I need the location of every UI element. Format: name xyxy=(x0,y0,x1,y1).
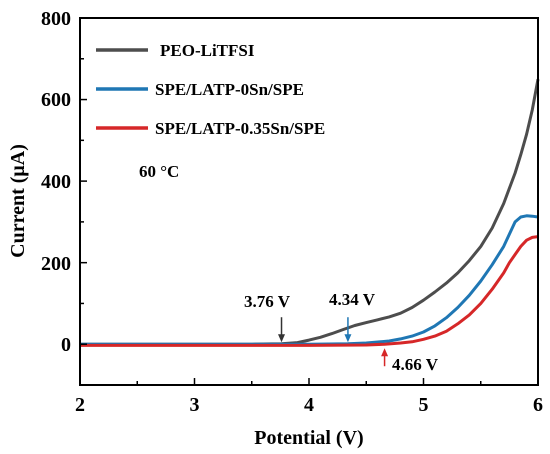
x-tick-label: 6 xyxy=(533,394,543,416)
potential-markers xyxy=(278,317,389,367)
legend-label-peo-litfsi: PEO-LiTFSI xyxy=(160,41,255,60)
plot-frame xyxy=(79,17,539,386)
series-line-0 xyxy=(80,78,540,346)
y-tick-label: 600 xyxy=(41,89,71,111)
series-line-1 xyxy=(80,214,539,346)
y-tick-label: 0 xyxy=(61,334,71,356)
legend-label-latp-035sn: SPE/LATP-0.35Sn/SPE xyxy=(155,119,325,138)
legend-label-latp-0sn: SPE/LATP-0Sn/SPE xyxy=(155,80,304,99)
y-tick-label: 200 xyxy=(41,253,71,275)
x-axis-title: Potential (V) xyxy=(254,427,363,449)
marker-label-3-76: 3.76 V xyxy=(244,292,291,311)
legend: PEO-LiTFSI SPE/LATP-0Sn/SPE SPE/LATP-0.3… xyxy=(96,41,325,138)
y-tick-label: 800 xyxy=(41,8,71,30)
x-tick-label: 3 xyxy=(190,394,200,416)
x-tick-label: 2 xyxy=(75,394,85,416)
marker-arrow-0 xyxy=(278,317,286,343)
marker-label-4-34: 4.34 V xyxy=(329,290,376,309)
y-axis-title: Current (μA) xyxy=(7,144,29,258)
x-axis-ticks xyxy=(79,378,539,385)
marker-label-4-66: 4.66 V xyxy=(392,355,439,374)
y-tick-label: 400 xyxy=(41,171,71,193)
series-line-2 xyxy=(80,235,539,347)
marker-arrow-2 xyxy=(381,348,389,367)
x-tick-label: 5 xyxy=(419,394,429,416)
marker-arrow-1 xyxy=(344,317,352,343)
y-axis-ticks xyxy=(80,17,87,386)
temperature-annotation: 60 °C xyxy=(139,162,179,181)
x-tick-label: 4 xyxy=(304,394,314,416)
series-lines xyxy=(80,78,540,347)
